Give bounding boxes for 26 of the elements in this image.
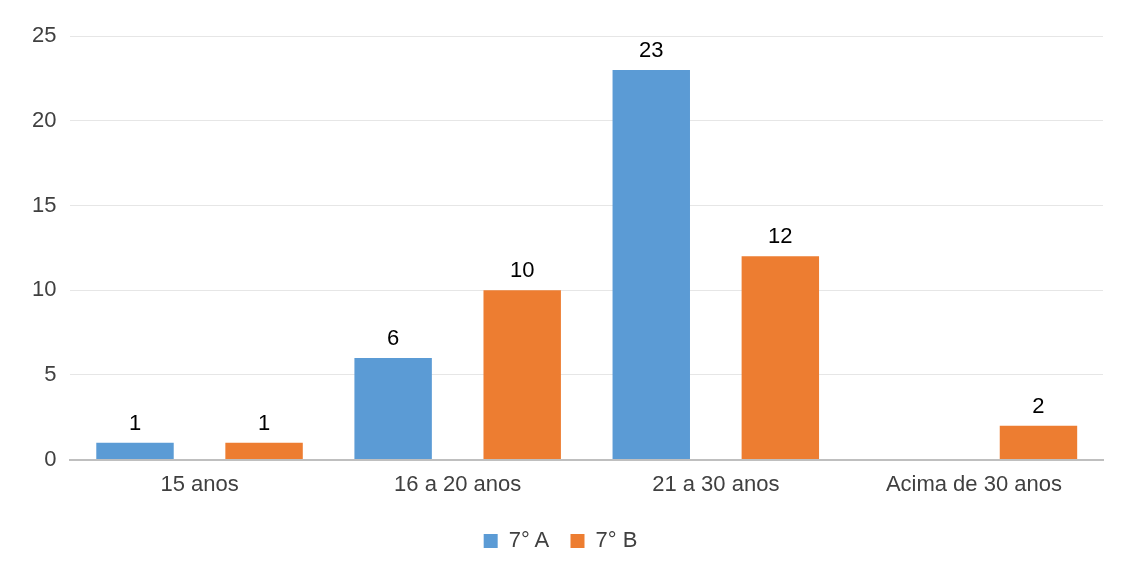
bar	[354, 357, 432, 460]
y-tick-label: 5	[44, 360, 57, 386]
bar	[999, 425, 1078, 460]
data-label: 2	[1032, 392, 1045, 418]
bar	[96, 442, 174, 460]
bar	[483, 290, 561, 460]
bar	[225, 442, 303, 460]
data-label: 12	[768, 223, 793, 249]
y-tick-label: 25	[31, 22, 57, 48]
y-tick-label: 15	[31, 191, 57, 217]
legend-label: 7° B	[595, 527, 638, 553]
x-tick-label: 15 anos	[160, 470, 239, 496]
y-tick-label: 0	[44, 445, 57, 471]
x-tick-label: 21 a 30 anos	[652, 470, 780, 496]
data-label: 23	[639, 36, 664, 62]
data-label: 1	[257, 409, 271, 435]
x-tick-label: 16 a 20 anos	[394, 470, 522, 496]
y-tick-label: 20	[31, 106, 57, 132]
data-label: 1	[128, 409, 142, 435]
data-label: 10	[509, 257, 535, 283]
y-tick-label: 10	[31, 276, 57, 302]
legend-label: 7° A	[508, 527, 550, 553]
bar	[741, 256, 820, 460]
data-label: 6	[387, 325, 400, 350]
bar	[612, 69, 690, 460]
x-tick-label: Acima de 30 anos	[885, 470, 1062, 496]
